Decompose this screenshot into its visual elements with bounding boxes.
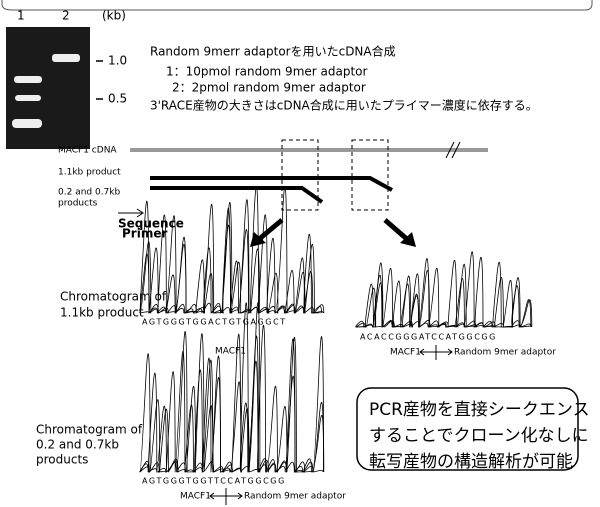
chrom-label: 0.2 and 0.7kb [36, 438, 119, 452]
sequence: ACACCGGGATCCATGGCGG [360, 333, 497, 342]
chrom-label: Chromatogram of [60, 290, 167, 304]
junction [420, 345, 452, 360]
junction [210, 488, 242, 505]
marker-label: 1.0 [108, 54, 127, 68]
chrom-label: products [36, 453, 88, 467]
region-label: MACF1 [180, 492, 211, 502]
frame [2, 0, 592, 10]
desc-item: 1：10pmol random 9mer adaptor [166, 65, 368, 79]
chromatogram [140, 186, 324, 313]
cdna-label: MACF1 cDNA [58, 146, 117, 156]
sequence: AGTGGGTGGTTCCATGGCGG [142, 477, 286, 486]
chromatogram [140, 303, 324, 472]
callout-text: 転写産物の構造解析が可能 [369, 452, 573, 472]
trace [356, 257, 532, 327]
gel [6, 27, 90, 149]
figure: 1 2 (kb) 1.0 0.5 Random 9merr adaptorを用い… [0, 0, 600, 507]
callout-text: PCR産物を直接シークエンス [369, 400, 590, 420]
sequence: AGTGGGTGGACTGTGAGGCT [142, 318, 287, 327]
callout-text: することでクローン化なしに [369, 426, 589, 446]
chromatogram [356, 252, 532, 327]
arrow [385, 220, 408, 240]
desc-title: Random 9merr adaptorを用いたcDNA合成 [150, 44, 396, 59]
chrom-label: 1.1kb product [60, 306, 144, 320]
unit: (kb) [102, 9, 126, 23]
primer-label: Primer [122, 227, 167, 241]
region-label: MACF1 [215, 347, 246, 357]
chrom-label: Chromatogram of [36, 423, 143, 437]
product-line [150, 188, 322, 202]
marker-label: 0.5 [108, 92, 127, 106]
desc-item: 2：2pmol random 9mer adaptor [172, 81, 366, 95]
product-label: 1.1kb product [58, 168, 121, 178]
desc-note: 3'RACE産物の大きさはcDNA合成に用いたプライマー濃度に依存する。 [150, 98, 538, 113]
product-label: products [58, 199, 98, 209]
product-label: 0.2 and 0.7kb [58, 188, 120, 198]
region-label: Random 9mer adaptor [244, 492, 346, 502]
lane-label: 2 [62, 9, 70, 23]
arrow [258, 220, 282, 240]
region-label: MACF1 [390, 348, 421, 358]
lane-label: 1 [17, 9, 25, 23]
region-label: Random 9mer adaptor [454, 348, 556, 358]
